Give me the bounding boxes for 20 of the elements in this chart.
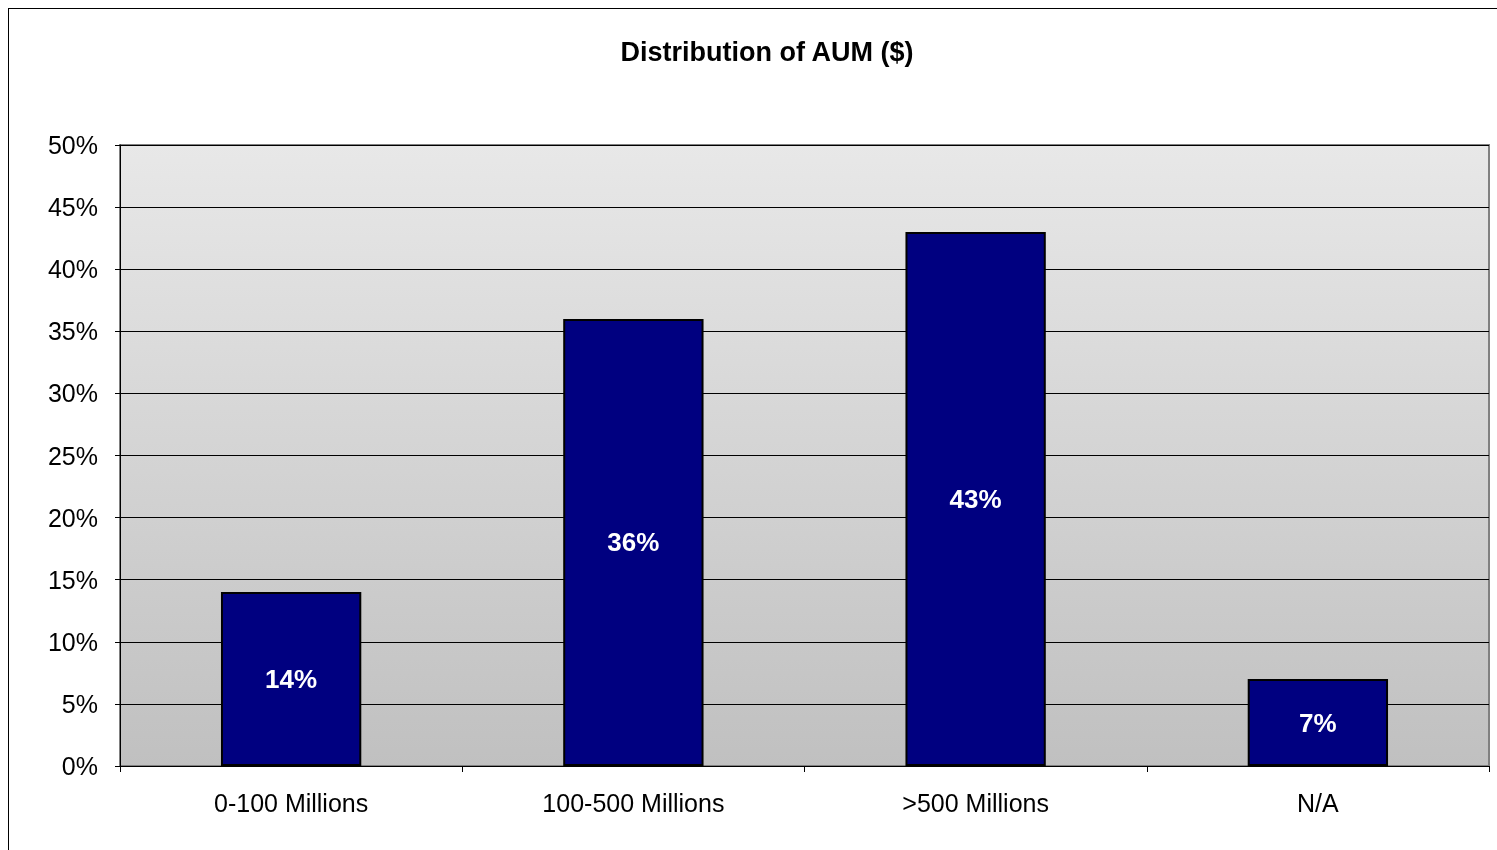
y-tick-label: 50%: [47, 131, 98, 159]
y-tick-label: 30%: [47, 379, 98, 408]
x-tick-label: N/A: [1297, 788, 1340, 817]
y-tick-label: 10%: [47, 627, 98, 656]
y-tick-label: 45%: [47, 193, 98, 222]
x-tick-label: 100-500 Millions: [542, 788, 725, 817]
y-tick-label: 0%: [61, 752, 98, 780]
data-label: 14%: [265, 664, 318, 695]
data-label: 36%: [607, 527, 660, 558]
y-tick-label: 40%: [47, 255, 98, 284]
chart-title: Distribution of AUM ($): [620, 36, 914, 67]
y-tick-label: 5%: [61, 689, 98, 718]
data-label: 7%: [1299, 707, 1337, 738]
y-tick-label: 15%: [47, 565, 98, 594]
y-tick-label: 35%: [47, 317, 98, 346]
data-label: 43%: [949, 483, 1002, 514]
y-tick-label: 20%: [47, 503, 98, 532]
x-tick-label: 0-100 Millions: [214, 788, 369, 817]
y-tick-label: 25%: [47, 441, 98, 470]
x-tick-label: >500 Millions: [902, 788, 1049, 817]
